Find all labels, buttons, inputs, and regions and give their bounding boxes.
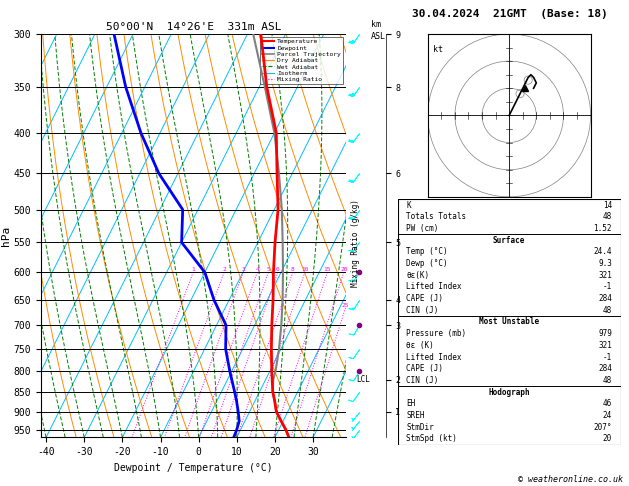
Legend: Temperature, Dewpoint, Parcel Trajectory, Dry Adiabat, Wet Adiabat, Isotherm, Mi: Temperature, Dewpoint, Parcel Trajectory… [260, 37, 343, 84]
Text: StmDir: StmDir [406, 423, 434, 432]
Text: CIN (J): CIN (J) [406, 306, 439, 315]
Text: CIN (J): CIN (J) [406, 376, 439, 385]
Text: 48: 48 [603, 212, 612, 221]
Text: Hodograph: Hodograph [488, 388, 530, 397]
Text: 321: 321 [598, 271, 612, 280]
Text: 5: 5 [267, 267, 270, 272]
Text: SREH: SREH [406, 411, 425, 420]
Text: K: K [406, 201, 411, 209]
Text: LCL: LCL [356, 375, 370, 384]
Text: 284: 284 [598, 294, 612, 303]
Title: 50°00'N  14°26'E  331m ASL: 50°00'N 14°26'E 331m ASL [106, 22, 281, 32]
Text: StmSpd (kt): StmSpd (kt) [406, 434, 457, 443]
X-axis label: Dewpoint / Temperature (°C): Dewpoint / Temperature (°C) [114, 463, 273, 473]
Text: 48: 48 [603, 306, 612, 315]
Text: θε(K): θε(K) [406, 271, 430, 280]
Text: CAPE (J): CAPE (J) [406, 364, 443, 373]
Text: 8: 8 [291, 267, 294, 272]
Text: 24: 24 [603, 411, 612, 420]
Text: 10: 10 [301, 267, 309, 272]
Text: CAPE (J): CAPE (J) [406, 294, 443, 303]
Text: 2: 2 [222, 267, 226, 272]
Text: PW (cm): PW (cm) [406, 224, 439, 233]
Text: Pressure (mb): Pressure (mb) [406, 329, 467, 338]
Text: Most Unstable: Most Unstable [479, 317, 539, 327]
Text: 48: 48 [603, 376, 612, 385]
Text: 321: 321 [598, 341, 612, 350]
Text: 1.52: 1.52 [593, 224, 612, 233]
Text: km: km [371, 20, 381, 29]
Text: 25: 25 [342, 303, 349, 308]
Text: EH: EH [406, 399, 416, 408]
Y-axis label: hPa: hPa [1, 226, 11, 246]
Text: 24.4: 24.4 [593, 247, 612, 256]
Text: Lifted Index: Lifted Index [406, 352, 462, 362]
Text: 46: 46 [603, 399, 612, 408]
Text: 20: 20 [603, 434, 612, 443]
Text: 6: 6 [276, 267, 280, 272]
Text: 15: 15 [323, 267, 331, 272]
Text: -1: -1 [603, 282, 612, 292]
Text: 1: 1 [191, 267, 195, 272]
Text: Lifted Index: Lifted Index [406, 282, 462, 292]
Text: © weatheronline.co.uk: © weatheronline.co.uk [518, 474, 623, 484]
Text: 207°: 207° [593, 423, 612, 432]
Text: Temp (°C): Temp (°C) [406, 247, 448, 256]
Text: 14: 14 [603, 201, 612, 209]
Text: Surface: Surface [493, 236, 525, 244]
Text: Dewp (°C): Dewp (°C) [406, 259, 448, 268]
Text: -1: -1 [603, 352, 612, 362]
Text: 284: 284 [598, 364, 612, 373]
Text: 4: 4 [255, 267, 259, 272]
Text: θε (K): θε (K) [406, 341, 434, 350]
Text: 3: 3 [242, 267, 245, 272]
Text: 9.3: 9.3 [598, 259, 612, 268]
Text: 979: 979 [598, 329, 612, 338]
Text: ASL: ASL [371, 32, 386, 41]
Text: Totals Totals: Totals Totals [406, 212, 467, 221]
Text: kt: kt [433, 45, 443, 54]
Text: Mixing Ratio (g/kg): Mixing Ratio (g/kg) [351, 199, 360, 287]
Text: 30.04.2024  21GMT  (Base: 18): 30.04.2024 21GMT (Base: 18) [411, 9, 608, 19]
Text: 20: 20 [340, 267, 348, 272]
